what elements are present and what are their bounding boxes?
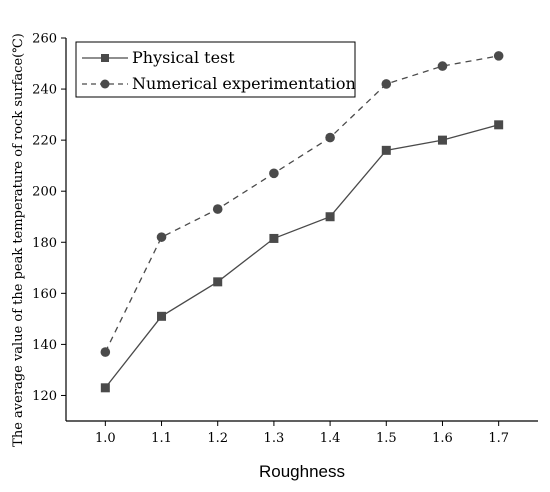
legend-box	[75, 41, 356, 98]
y-tick-label: 200	[32, 185, 57, 200]
y-tick-label: 260	[32, 32, 57, 47]
y-tick-label: 220	[32, 134, 57, 149]
y-tick-label: 160	[32, 287, 57, 302]
data-point-square	[100, 383, 110, 393]
x-tick-label: 1.2	[207, 431, 228, 446]
y-tick-label: 120	[32, 389, 57, 404]
y-tick-label: 180	[32, 236, 57, 251]
data-point-square	[381, 145, 391, 155]
series-layer	[100, 51, 504, 393]
x-tick-label: 1.6	[432, 431, 453, 446]
data-point-circle	[381, 79, 392, 89]
y-axis-label: The average value of the peak temperatur…	[11, 33, 26, 447]
data-point-circle	[437, 61, 448, 71]
x-ticks: 1.0 1.1 1.2 1.3 1.4 1.5 1.6 1.7	[95, 421, 509, 446]
x-tick-label: 1.4	[320, 431, 341, 446]
series-line-1	[104, 55, 499, 353]
data-point-circle	[100, 347, 111, 357]
legend-label-numerical-experimentation: Numerical experimentation	[132, 74, 356, 93]
data-point-square	[157, 311, 167, 321]
data-point-circle	[156, 232, 167, 242]
x-tick-label: 1.1	[151, 431, 172, 446]
data-point-circle	[212, 204, 223, 214]
series-line-0	[104, 124, 499, 389]
y-tick-label: 240	[32, 83, 57, 98]
y-ticks: 120 140 160 180 200 220 240 260	[32, 32, 66, 404]
x-tick-label: 1.3	[264, 431, 285, 446]
data-point-square	[437, 135, 447, 145]
data-point-square	[494, 120, 504, 130]
data-point-square	[213, 277, 223, 287]
legend: Physical test Numerical experimentation	[75, 41, 356, 98]
legend-label-physical-test: Physical test	[132, 48, 235, 67]
data-point-circle	[493, 51, 504, 61]
plot-area	[65, 38, 538, 422]
legend-marker-physical-test	[101, 54, 109, 62]
data-point-square	[269, 233, 279, 243]
x-tick-label: 1.5	[376, 431, 397, 446]
x-tick-label: 1.7	[488, 431, 509, 446]
x-axis-label: Roughness	[259, 462, 345, 481]
legend-marker-numerical-experimentation	[100, 79, 110, 89]
data-point-square	[325, 212, 335, 222]
data-point-circle	[325, 132, 335, 143]
data-point-circle	[269, 168, 279, 179]
x-tick-label: 1.0	[95, 431, 116, 446]
y-tick-label: 140	[32, 338, 57, 353]
